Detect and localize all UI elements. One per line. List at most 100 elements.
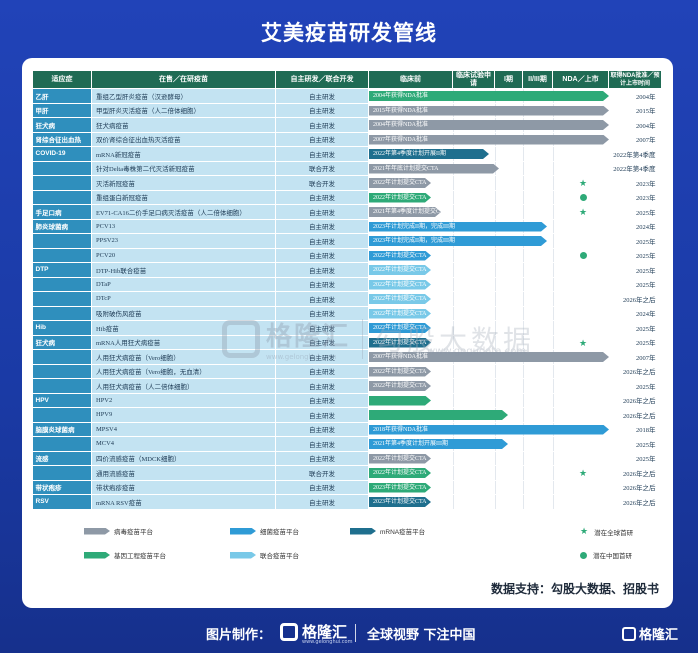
- cell-timeline: 2022年计划提交CTA ★: [368, 175, 609, 191]
- timeline-gridline: [523, 451, 524, 465]
- legend: 病毒疫苗平台 细菌疫苗平台 mRNA疫苗平台 ★ 潜在全球首研 基因工程疫苗平台…: [84, 526, 644, 566]
- footer-divider: [355, 624, 356, 642]
- cell-mode: 自主研发: [275, 320, 369, 336]
- timeline-gridline: [495, 176, 496, 190]
- progress-arrow: 2004年获得NDA批准: [369, 91, 609, 101]
- cell-year: 2023年: [608, 175, 662, 191]
- legend-china-first: 潜在中国首研: [580, 550, 632, 560]
- header-phase23: II/III期: [523, 71, 553, 88]
- cell-timeline: 2022年计划提交CTA: [368, 364, 609, 379]
- cell-mode: 自主研发: [275, 219, 369, 234]
- cell-mode: 自主研发: [275, 233, 369, 249]
- cell-disease: 手足口病: [32, 204, 92, 220]
- progress-arrow: 2022年计划提交CTA: [369, 381, 431, 391]
- cell-vaccine: DTaP: [91, 277, 276, 292]
- legend-mrna-arrow-icon: [350, 528, 376, 535]
- cell-year: 2026年之后: [608, 291, 662, 307]
- timeline-gridline: [453, 277, 454, 291]
- cell-vaccine: 针对Delta毒株第二代灭活新冠疫苗: [91, 161, 276, 176]
- cell-timeline: 2021年第4季度计划开展III期: [368, 436, 609, 452]
- cell-year: 2024年: [608, 306, 662, 321]
- watermark-brand-url: www.gelonghui.com: [266, 353, 337, 361]
- pipeline-table-wrap: 适应症 在售／在研疫苗 自主研发／联合开发 临床前 临床试验申请 I期 II/I…: [32, 70, 662, 510]
- timeline-gridline: [453, 466, 454, 480]
- timeline-gridline: [553, 147, 554, 161]
- timeline-gridline: [523, 321, 524, 335]
- global-first-star-icon: ★: [579, 337, 588, 348]
- timeline-gridline: [523, 437, 524, 451]
- timeline-gridline: [523, 176, 524, 190]
- cell-vaccine: PCV13: [91, 219, 276, 234]
- cell-disease: 乙肝: [32, 88, 92, 104]
- cell-mode: 自主研发: [275, 204, 369, 220]
- china-first-dot-icon: [580, 193, 587, 201]
- cell-mode: 自主研发: [275, 349, 369, 365]
- cell-disease: [32, 378, 92, 394]
- cell-timeline: 2004年获得NDA批准: [368, 117, 609, 133]
- timeline-gridline: [453, 190, 454, 204]
- table-row: RSV mRNA RSV疫苗 自主研发 2023年计划提交CTA 2026年之后: [32, 494, 662, 510]
- cell-disease: [32, 436, 92, 452]
- timeline-gridline: [553, 219, 554, 233]
- progress-arrow: 2022年计划提交CTA: [369, 323, 431, 333]
- cell-timeline: 2023年计划提交CTA: [368, 494, 609, 510]
- cell-vaccine: MPSV4: [91, 422, 276, 437]
- cell-timeline: 2022年计划提交CTA: [368, 262, 609, 278]
- cell-disease: 狂犬病: [32, 117, 92, 133]
- cell-timeline: 2018年获得NDA批准: [368, 422, 609, 437]
- table-row: 狂犬病 狂犬病疫苗 自主研发 2004年获得NDA批准 2004年: [32, 117, 662, 133]
- header-preclinical: 临床前: [369, 71, 453, 88]
- cell-vaccine: 重组乙型肝炎疫苗（汉逊酵母）: [91, 88, 276, 104]
- timeline-gridline: [495, 379, 496, 393]
- cell-vaccine: DTP-Hib联合疫苗: [91, 262, 276, 278]
- timeline-gridline: [495, 190, 496, 204]
- progress-arrow: 2022年计划提交CTA: [369, 178, 431, 188]
- cell-year: 2007年: [608, 349, 662, 365]
- cell-year: 2026年之后: [608, 407, 662, 423]
- legend-combo: 联合疫苗平台: [230, 550, 299, 560]
- cell-disease: [32, 175, 92, 191]
- cell-disease: [32, 349, 92, 365]
- cell-timeline: 2015年获得NDA批准: [368, 103, 609, 118]
- cell-timeline: 2022年计划提交CTA: [368, 320, 609, 336]
- cell-disease: 狂犬病: [32, 335, 92, 350]
- cell-mode: 自主研发: [275, 291, 369, 307]
- timeline-gridline: [523, 292, 524, 306]
- cell-disease: [32, 190, 92, 205]
- cell-vaccine: PPSV23: [91, 233, 276, 249]
- progress-arrow: 2023年计划提交CTA: [369, 483, 431, 493]
- global-first-star-icon: ★: [579, 178, 588, 188]
- cell-vaccine: HPV2: [91, 393, 276, 408]
- progress-arrow: 2021年第4季度计划开展III期: [369, 439, 508, 449]
- cell-vaccine: 吸附破伤风疫苗: [91, 306, 276, 321]
- legend-bacterial: 细菌疫苗平台: [230, 526, 299, 536]
- timeline-gridline: [553, 495, 554, 509]
- timeline-gridline: [495, 335, 496, 349]
- cell-vaccine: mRNA人用狂犬病疫苗: [91, 335, 276, 350]
- cell-disease: 甲肝: [32, 103, 92, 118]
- cell-mode: 自主研发: [275, 494, 369, 510]
- cell-mode: 联合开发: [275, 161, 369, 176]
- timeline-gridline: [495, 480, 496, 494]
- table-row: 肺炎球菌病 PCV13 自主研发 2023年计划完成II期，完成III期 2024年: [32, 219, 662, 234]
- page-title: 艾美疫苗研发管线: [261, 21, 437, 45]
- progress-arrow: 2022年计划提交CTA: [369, 338, 431, 348]
- legend-mrna: mRNA疫苗平台: [350, 526, 425, 536]
- cell-vaccine: 重组蛋白新冠疫苗: [91, 190, 276, 205]
- timeline-gridline: [453, 480, 454, 494]
- cell-year: 2015年: [608, 103, 662, 118]
- table-row: DTcP 自主研发 2022年计划提交CTA 2026年之后: [32, 291, 662, 307]
- cell-disease: [32, 277, 92, 292]
- timeline-gridline: [453, 263, 454, 277]
- global-first-star-icon: ★: [579, 207, 588, 217]
- legend-virus: 病毒疫苗平台: [84, 526, 153, 536]
- timeline-gridline: [553, 379, 554, 393]
- cell-vaccine: 通用流感疫苗: [91, 465, 276, 481]
- cell-mode: 自主研发: [275, 393, 369, 408]
- legend-china-first-label: 潜在中国首研: [593, 553, 632, 560]
- table-row: 狂犬病 mRNA人用狂犬病疫苗 自主研发 2022年计划提交CTA ★ 2025年: [32, 335, 662, 350]
- cell-timeline: 2007年获得NDA批准: [368, 132, 609, 147]
- cell-year: 2023年: [608, 190, 662, 205]
- timeline-gridline: [553, 393, 554, 407]
- header-nda: NDA／上市: [562, 75, 599, 83]
